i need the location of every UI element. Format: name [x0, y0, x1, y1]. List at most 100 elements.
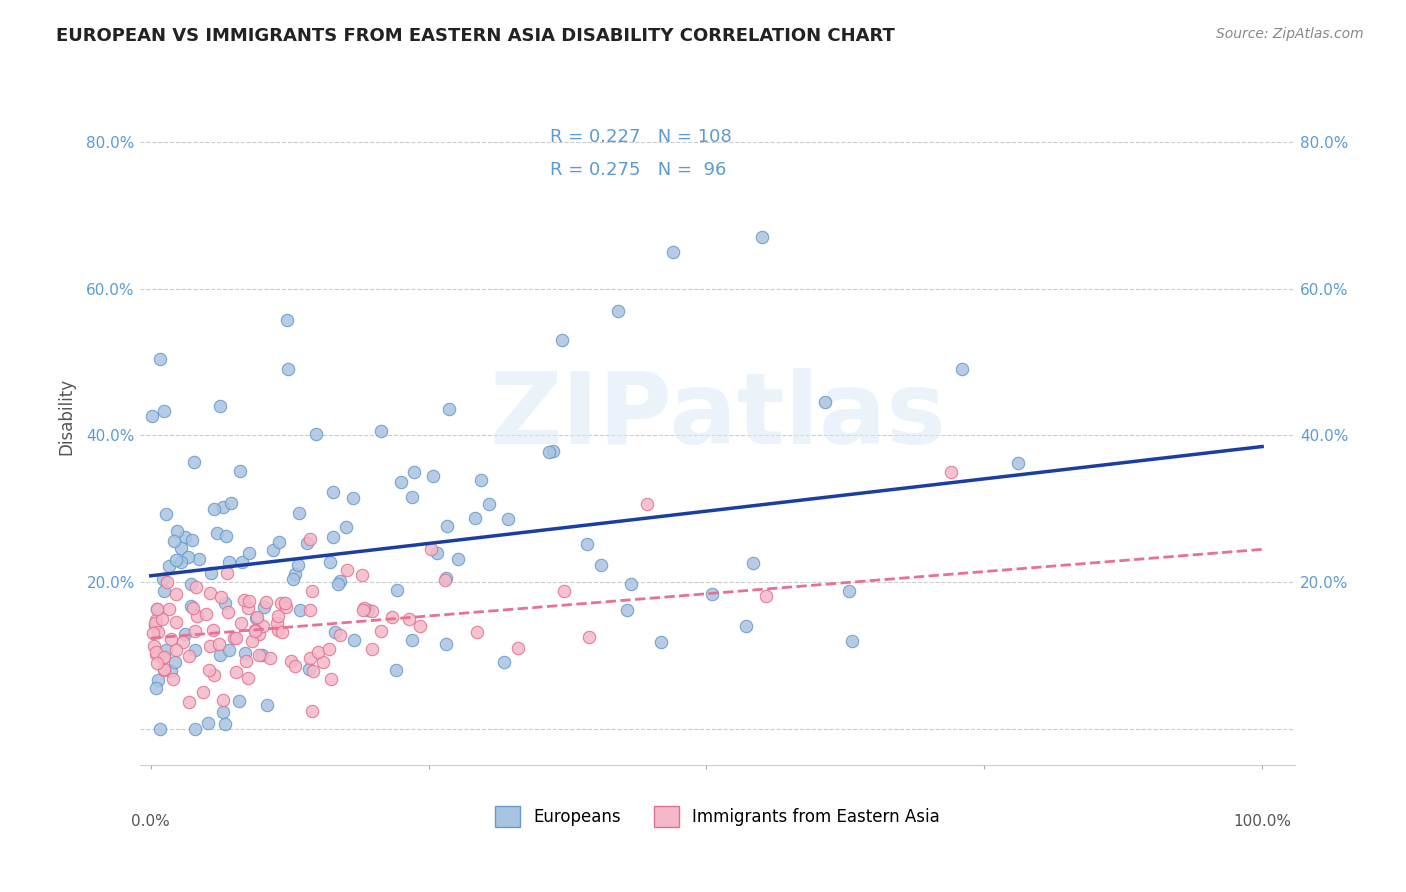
Text: Source: ZipAtlas.com: Source: ZipAtlas.com — [1216, 27, 1364, 41]
Point — [243, 624, 266, 638]
Point — [160, 632, 183, 647]
Point — [141, 409, 163, 423]
Point — [200, 586, 222, 600]
Point — [142, 626, 165, 640]
Point — [160, 664, 183, 678]
Point — [170, 541, 193, 555]
Point — [578, 630, 600, 644]
Point — [153, 583, 176, 598]
Point — [153, 650, 176, 665]
Point — [240, 633, 263, 648]
Point — [298, 650, 321, 665]
Point — [297, 535, 319, 549]
Point — [235, 654, 257, 668]
Point — [252, 618, 274, 632]
Point — [153, 404, 176, 418]
Point — [145, 645, 167, 659]
Point — [184, 580, 207, 594]
Point — [165, 587, 187, 601]
Point — [336, 563, 359, 577]
Point — [165, 642, 187, 657]
Point — [183, 455, 205, 469]
Point — [214, 717, 236, 731]
Point — [236, 672, 259, 686]
Point — [152, 572, 174, 586]
Point — [194, 607, 217, 621]
Point — [267, 623, 290, 637]
Point — [155, 507, 177, 521]
Point — [280, 653, 302, 667]
Point — [814, 395, 837, 409]
Point — [434, 573, 457, 587]
Point — [838, 583, 860, 598]
Point — [553, 584, 575, 599]
Point — [404, 466, 426, 480]
Point — [198, 664, 221, 678]
Point — [381, 610, 404, 624]
Point — [217, 605, 239, 619]
Point — [841, 633, 863, 648]
Point — [318, 641, 340, 656]
Point — [426, 546, 449, 560]
Point — [152, 651, 174, 665]
Point — [197, 715, 219, 730]
Point — [157, 602, 180, 616]
Point — [145, 681, 167, 695]
Point — [247, 627, 270, 641]
Point — [228, 694, 250, 708]
Point — [302, 664, 325, 678]
Point — [187, 552, 209, 566]
Point — [180, 576, 202, 591]
Point — [342, 491, 364, 506]
Text: R = 0.275   N =  96: R = 0.275 N = 96 — [550, 161, 727, 179]
Point — [326, 577, 349, 591]
Point — [183, 624, 205, 639]
Point — [208, 399, 231, 413]
Point — [214, 596, 236, 610]
Point — [170, 555, 193, 569]
Point — [329, 628, 352, 642]
Point — [256, 698, 278, 713]
Y-axis label: Disability: Disability — [58, 378, 75, 456]
Point — [551, 333, 574, 347]
Point — [650, 635, 672, 649]
Point — [301, 583, 323, 598]
Point — [219, 496, 242, 510]
Point — [616, 603, 638, 617]
Point — [212, 692, 235, 706]
Point — [156, 575, 179, 590]
Point — [177, 549, 200, 564]
Point — [352, 603, 374, 617]
Point — [312, 655, 335, 669]
Point — [335, 520, 357, 534]
Point — [700, 587, 723, 601]
Text: R = 0.227   N = 108: R = 0.227 N = 108 — [550, 128, 731, 146]
Point — [436, 519, 458, 533]
Point — [343, 633, 366, 648]
Point — [401, 490, 423, 504]
Text: 100.0%: 100.0% — [1233, 814, 1291, 829]
Point — [254, 595, 277, 609]
Point — [225, 631, 247, 645]
Point — [186, 609, 208, 624]
Point — [153, 661, 176, 675]
Point — [215, 566, 238, 581]
Point — [205, 525, 228, 540]
Text: EUROPEAN VS IMMIGRANTS FROM EASTERN ASIA DISABILITY CORRELATION CHART: EUROPEAN VS IMMIGRANTS FROM EASTERN ASIA… — [56, 27, 896, 45]
Point — [287, 558, 309, 572]
Point — [143, 615, 166, 630]
Point — [307, 645, 329, 659]
Point — [434, 571, 457, 585]
Point — [184, 722, 207, 736]
Point — [298, 532, 321, 546]
Point — [755, 590, 778, 604]
Point — [385, 582, 408, 597]
Point — [157, 558, 180, 573]
Point — [191, 685, 214, 699]
Point — [166, 524, 188, 539]
Point — [145, 613, 167, 627]
Point — [319, 673, 342, 687]
Point — [209, 591, 232, 605]
Point — [228, 464, 250, 478]
Point — [353, 601, 375, 615]
